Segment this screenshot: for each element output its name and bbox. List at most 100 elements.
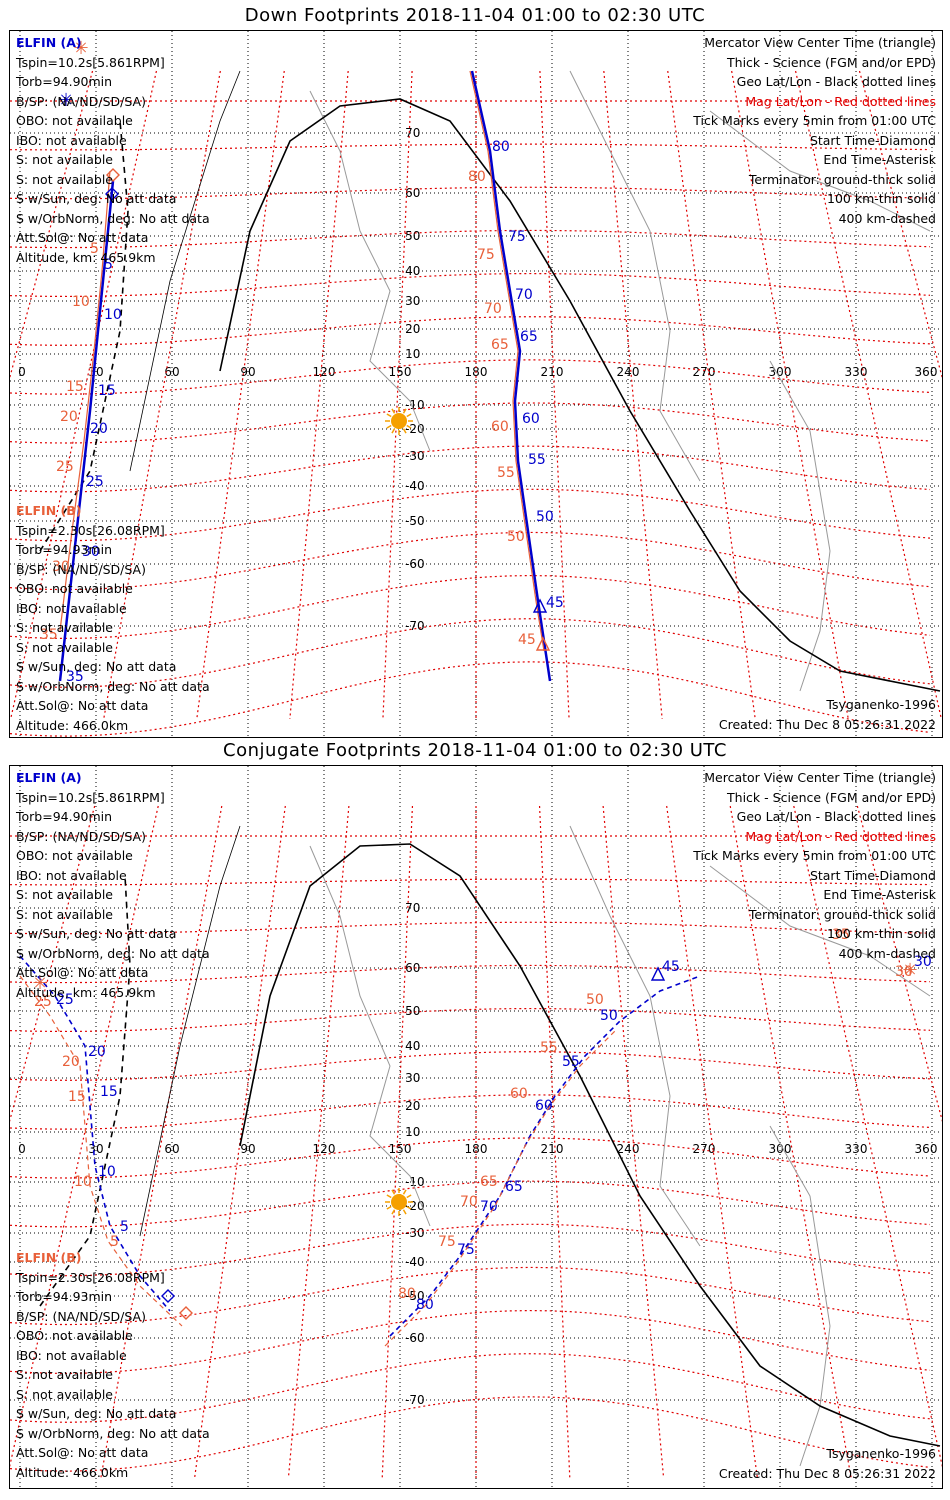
- mag-meridian: [381, 805, 414, 1479]
- diamond-marker: [179, 1306, 193, 1320]
- elfin-a-title: ELFIN (A): [16, 35, 82, 50]
- mag-meridian: [289, 70, 349, 720]
- terminator-100km: [129, 70, 241, 472]
- info-line: Tspin=2.30s[26.08RPM]: [16, 522, 165, 538]
- info-line: S: not available: [16, 152, 113, 167]
- info-line: Altitude: 466.0km: [16, 1464, 129, 1480]
- sun-disc: [391, 1194, 407, 1210]
- lat-tick-label: 70: [405, 901, 420, 915]
- diamond-marker: [161, 1289, 175, 1303]
- lat-tick-label: 10: [405, 347, 420, 361]
- legend-line: Tick Marks every 5min from 01:00 UTC: [693, 113, 936, 128]
- triangle-marker: [650, 966, 666, 981]
- sun-ray: [391, 428, 396, 434]
- tick-mark-label: 10: [72, 294, 90, 310]
- lon-tick-label: 360: [915, 365, 938, 379]
- mag-parallel: [10, 445, 931, 493]
- sun-disc: [391, 413, 407, 429]
- tick-mark-label: 75: [477, 247, 495, 263]
- lon-tick-label: 60: [164, 1142, 179, 1156]
- tick-mark-label: 55: [497, 465, 515, 481]
- tick-mark-label: 75: [508, 229, 526, 245]
- lat-tick-label: -40: [405, 1255, 425, 1269]
- lat-tick-label: -30: [405, 1226, 425, 1240]
- tick-mark-label: 70: [460, 1194, 478, 1210]
- info-line: S w/OrbNorm, deg: No att data: [16, 210, 210, 226]
- info-line: B/SP: (NA/ND/SD/SA): [16, 828, 146, 844]
- elfin-b-title: ELFIN (B): [16, 503, 82, 518]
- legend-line: Terminator: ground-thick solid: [748, 906, 936, 922]
- lon-tick-label: 330: [845, 365, 868, 379]
- info-line: Altitude: 466.0km: [16, 717, 129, 733]
- tick-mark-label: 70: [515, 287, 533, 303]
- tick-mark-label: 45: [518, 632, 536, 648]
- lat-tick-label: 40: [405, 1039, 420, 1053]
- tick-mark-label: 25: [56, 992, 74, 1008]
- sun-ray: [402, 1209, 407, 1215]
- model-name: Tsyganenko-1996: [826, 697, 936, 712]
- legend-line: Geo Lat/Lon - Black dotted lines: [736, 809, 936, 824]
- mag-parallel: [10, 186, 931, 200]
- legend-line: 400 km-dashed: [838, 210, 936, 226]
- info-line: S w/OrbNorm, deg: No att data: [16, 945, 210, 961]
- mag-parallel: [10, 1309, 931, 1375]
- lon-tick-label: 180: [465, 1142, 488, 1156]
- mag-parallel: [10, 1180, 931, 1228]
- tick-mark-label: 25: [86, 474, 104, 490]
- tick-mark-label: 15: [66, 379, 84, 395]
- lon-tick-label: 240: [617, 365, 640, 379]
- info-line: S w/Sun, deg: No att data: [16, 1406, 177, 1421]
- mag-meridian: [10, 70, 94, 379]
- info-line: OBO: not available: [16, 1328, 133, 1343]
- mag-meridian: [382, 70, 413, 720]
- tick-mark-label: 30: [52, 559, 70, 575]
- info-line: B/SP: (NA/ND/SD/SA): [16, 561, 146, 577]
- lon-tick-label: 240: [617, 1142, 640, 1156]
- sun-ray: [391, 1189, 396, 1195]
- created-timestamp: Created: Thu Dec 8 05:26:31 2022: [718, 1466, 936, 1481]
- lat-tick-label: -60: [405, 1331, 425, 1345]
- tick-mark-label: 20: [60, 409, 78, 425]
- sun-ray: [386, 1194, 392, 1199]
- tick-mark-label: 30: [914, 954, 932, 970]
- mag-meridian: [538, 805, 571, 1479]
- tick-mark-label: 25: [34, 994, 52, 1010]
- legend-line: Mag Lat/Lon - Red dotted lines: [745, 828, 936, 844]
- elfin-a-track-1: [19, 955, 171, 1312]
- info-line: B/SP: (NA/ND/SD/SA): [16, 93, 146, 109]
- model-name: Tsyganenko-1996: [826, 1446, 936, 1461]
- mag-parallel: [10, 921, 931, 935]
- info-line: S: not available: [16, 906, 113, 922]
- sun-ray: [402, 1189, 407, 1195]
- tick-mark-label: 55: [540, 1040, 558, 1056]
- info-line: S w/Sun, deg: No att data: [16, 659, 177, 674]
- mag-parallel: [10, 574, 931, 640]
- coastline: [709, 865, 931, 997]
- sun-ray: [391, 1209, 396, 1215]
- info-line: Torb=94.90min: [16, 74, 113, 89]
- conjugate-footprints-panel: Conjugate Footprints 2018-11-04 01:00 to…: [0, 738, 950, 1500]
- tick-mark-label: 55: [562, 1054, 580, 1070]
- tick-mark-label: 15: [68, 1089, 86, 1105]
- legend-line: Terminator: ground-thick solid: [748, 171, 936, 187]
- info-line: S w/OrbNorm, deg: No att data: [16, 1425, 210, 1441]
- tick-mark-label: 35: [40, 627, 58, 643]
- mag-meridian: [194, 805, 286, 1479]
- mag-meridian: [10, 70, 158, 720]
- tick-mark-label: 60: [522, 411, 540, 427]
- lat-tick-label: -40: [405, 479, 425, 493]
- elfin-a-track-2: [389, 975, 701, 1337]
- lat-tick-label: 20: [405, 1099, 420, 1113]
- mag-meridian: [666, 805, 758, 1479]
- info-line: S: not available: [16, 620, 113, 635]
- coastline: [569, 70, 701, 482]
- asterisk-marker: ✳: [902, 960, 917, 981]
- sun-ray: [391, 408, 396, 414]
- terminator-400km: [39, 120, 129, 552]
- info-line: Att.Sol@: No att data: [16, 1445, 149, 1460]
- mag-parallel: [10, 964, 931, 984]
- mag-parallel: [10, 229, 931, 249]
- mag-parallel: [10, 402, 931, 444]
- info-line: Att.Sol@: No att data: [16, 698, 149, 713]
- sun-ray: [406, 1194, 412, 1199]
